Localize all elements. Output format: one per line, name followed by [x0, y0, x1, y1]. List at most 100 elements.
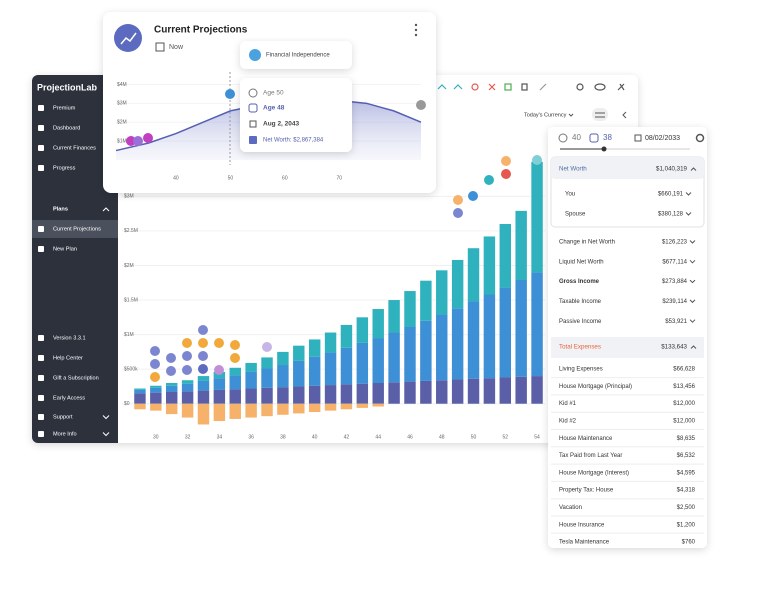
summary-panel: 40 38 08/02/2033 Net Worth $1,040,319 To…	[548, 127, 707, 548]
member-label[interactable]: You	[565, 192, 575, 198]
y-tick-label: $2.5M	[124, 228, 138, 234]
y-tick-label: $1.5M	[124, 297, 138, 303]
bar-segment	[467, 301, 480, 379]
bar-segment	[324, 332, 337, 353]
icon	[249, 49, 261, 61]
bar-segment	[165, 385, 178, 392]
bar-segment	[467, 378, 480, 404]
bar-segment	[213, 389, 226, 404]
row-value: $126,223	[662, 240, 688, 246]
bar-segment	[515, 280, 527, 377]
row-label[interactable]: Taxable Income	[559, 299, 602, 305]
brand[interactable]: ProjectionLab	[37, 82, 98, 92]
x-tick-label: 70	[337, 175, 343, 181]
bar-segment	[261, 387, 273, 404]
icon	[248, 103, 258, 113]
bar-segment	[483, 236, 496, 295]
bar-segment	[308, 385, 321, 404]
bar-segment	[134, 393, 146, 404]
milestone-popover	[240, 41, 352, 69]
x-tick-label: 48	[439, 434, 445, 440]
bar-segment	[277, 365, 289, 388]
icon	[38, 414, 44, 420]
settings-icon[interactable]	[695, 133, 705, 143]
x-tick-label: 52	[503, 434, 509, 440]
bar-segment	[388, 382, 400, 404]
back-button[interactable]	[622, 111, 627, 119]
bar-segment	[197, 403, 210, 425]
sidebar-section[interactable]: Plans	[53, 206, 68, 212]
x-tick-label: 40	[312, 434, 318, 440]
bar-segment	[372, 403, 384, 407]
member-label[interactable]: Spouse	[565, 212, 586, 218]
bar-segment	[340, 324, 353, 348]
bar-segment	[134, 388, 146, 390]
sidebar-item[interactable]: Version 3.3.1	[53, 335, 86, 341]
bar-segment	[340, 384, 353, 404]
milestones	[150, 155, 542, 382]
bar-segment	[372, 309, 384, 339]
x-tick-label: 32	[185, 434, 191, 440]
net-worth-label[interactable]: Net Worth	[559, 166, 587, 173]
sidebar-item[interactable]: Premium	[53, 105, 76, 111]
bar-segment	[261, 368, 273, 388]
x-tick-label: 50	[228, 175, 234, 181]
tooltip-net-worth: Net Worth: $2,867,384	[263, 138, 324, 144]
expenses-label[interactable]: Total Expenses	[559, 344, 601, 351]
chevron	[685, 192, 692, 196]
chevron	[689, 319, 696, 323]
sidebar-item[interactable]: Dashboard	[53, 125, 80, 131]
icon	[120, 32, 137, 45]
row-label[interactable]: Gross Income	[559, 279, 600, 285]
sidebar-item[interactable]: New Plan	[53, 246, 77, 252]
icon	[248, 88, 258, 98]
row-value: $53,921	[665, 319, 687, 325]
sidebar-item[interactable]: Early Access	[53, 395, 85, 401]
currency-select[interactable]: Today's Currency	[524, 112, 567, 118]
sidebar-item[interactable]: Gift a Subscription	[53, 375, 99, 381]
slider-thumb[interactable]	[601, 146, 607, 152]
sidebar-item[interactable]: More Info	[53, 431, 77, 437]
row-value: $273,884	[662, 279, 688, 285]
bar-segment	[150, 387, 162, 393]
bar-segment	[181, 380, 194, 384]
expense-label: Tesla Maintenance	[559, 540, 610, 546]
row-label[interactable]: Liquid Net Worth	[559, 259, 604, 265]
bar-segment	[293, 403, 305, 414]
bar-segment	[165, 382, 178, 386]
bar-segment	[324, 385, 337, 404]
x-tick-label: 54	[534, 434, 540, 440]
y-tick-label: $1M	[124, 332, 134, 338]
bar-segment	[483, 294, 496, 379]
icon	[558, 133, 568, 143]
chevron	[102, 432, 110, 437]
bar-segment	[324, 352, 337, 386]
icon	[38, 246, 44, 252]
chevron	[102, 207, 110, 212]
bar-segment	[181, 391, 194, 404]
member-value: $660,191	[658, 192, 684, 198]
bar-segment	[134, 389, 146, 394]
sidebar-item[interactable]: Current Finances	[53, 145, 96, 151]
y-tick-label: $3M	[124, 194, 134, 200]
expense-value: $1,200	[677, 522, 696, 528]
x-tick-label: 42	[344, 434, 350, 440]
bar-segment	[420, 320, 432, 381]
sidebar-item[interactable]: Help Center	[53, 355, 83, 361]
menu-button[interactable]	[414, 23, 418, 37]
sidebar-item[interactable]: Progress	[53, 165, 76, 171]
x-tick-label: 60	[282, 175, 288, 181]
sidebar-item[interactable]: Current Projections	[53, 226, 101, 232]
icon	[38, 165, 44, 171]
row-label[interactable]: Change in Net Worth	[559, 240, 615, 246]
x-tick-label: 38	[280, 434, 286, 440]
settings-button[interactable]	[592, 108, 608, 121]
bar-segment	[356, 317, 369, 343]
icon	[595, 112, 605, 118]
sidebar-item[interactable]: Support	[53, 414, 73, 420]
expense-value: $2,500	[677, 505, 696, 511]
bar-segment	[197, 380, 210, 391]
main-chart: $0 $500k $1M $1.5M $2M $2.5M $3M 30 32 34 36 38 40 42…	[122, 161, 545, 440]
row-label[interactable]: Passive Income	[559, 319, 602, 325]
